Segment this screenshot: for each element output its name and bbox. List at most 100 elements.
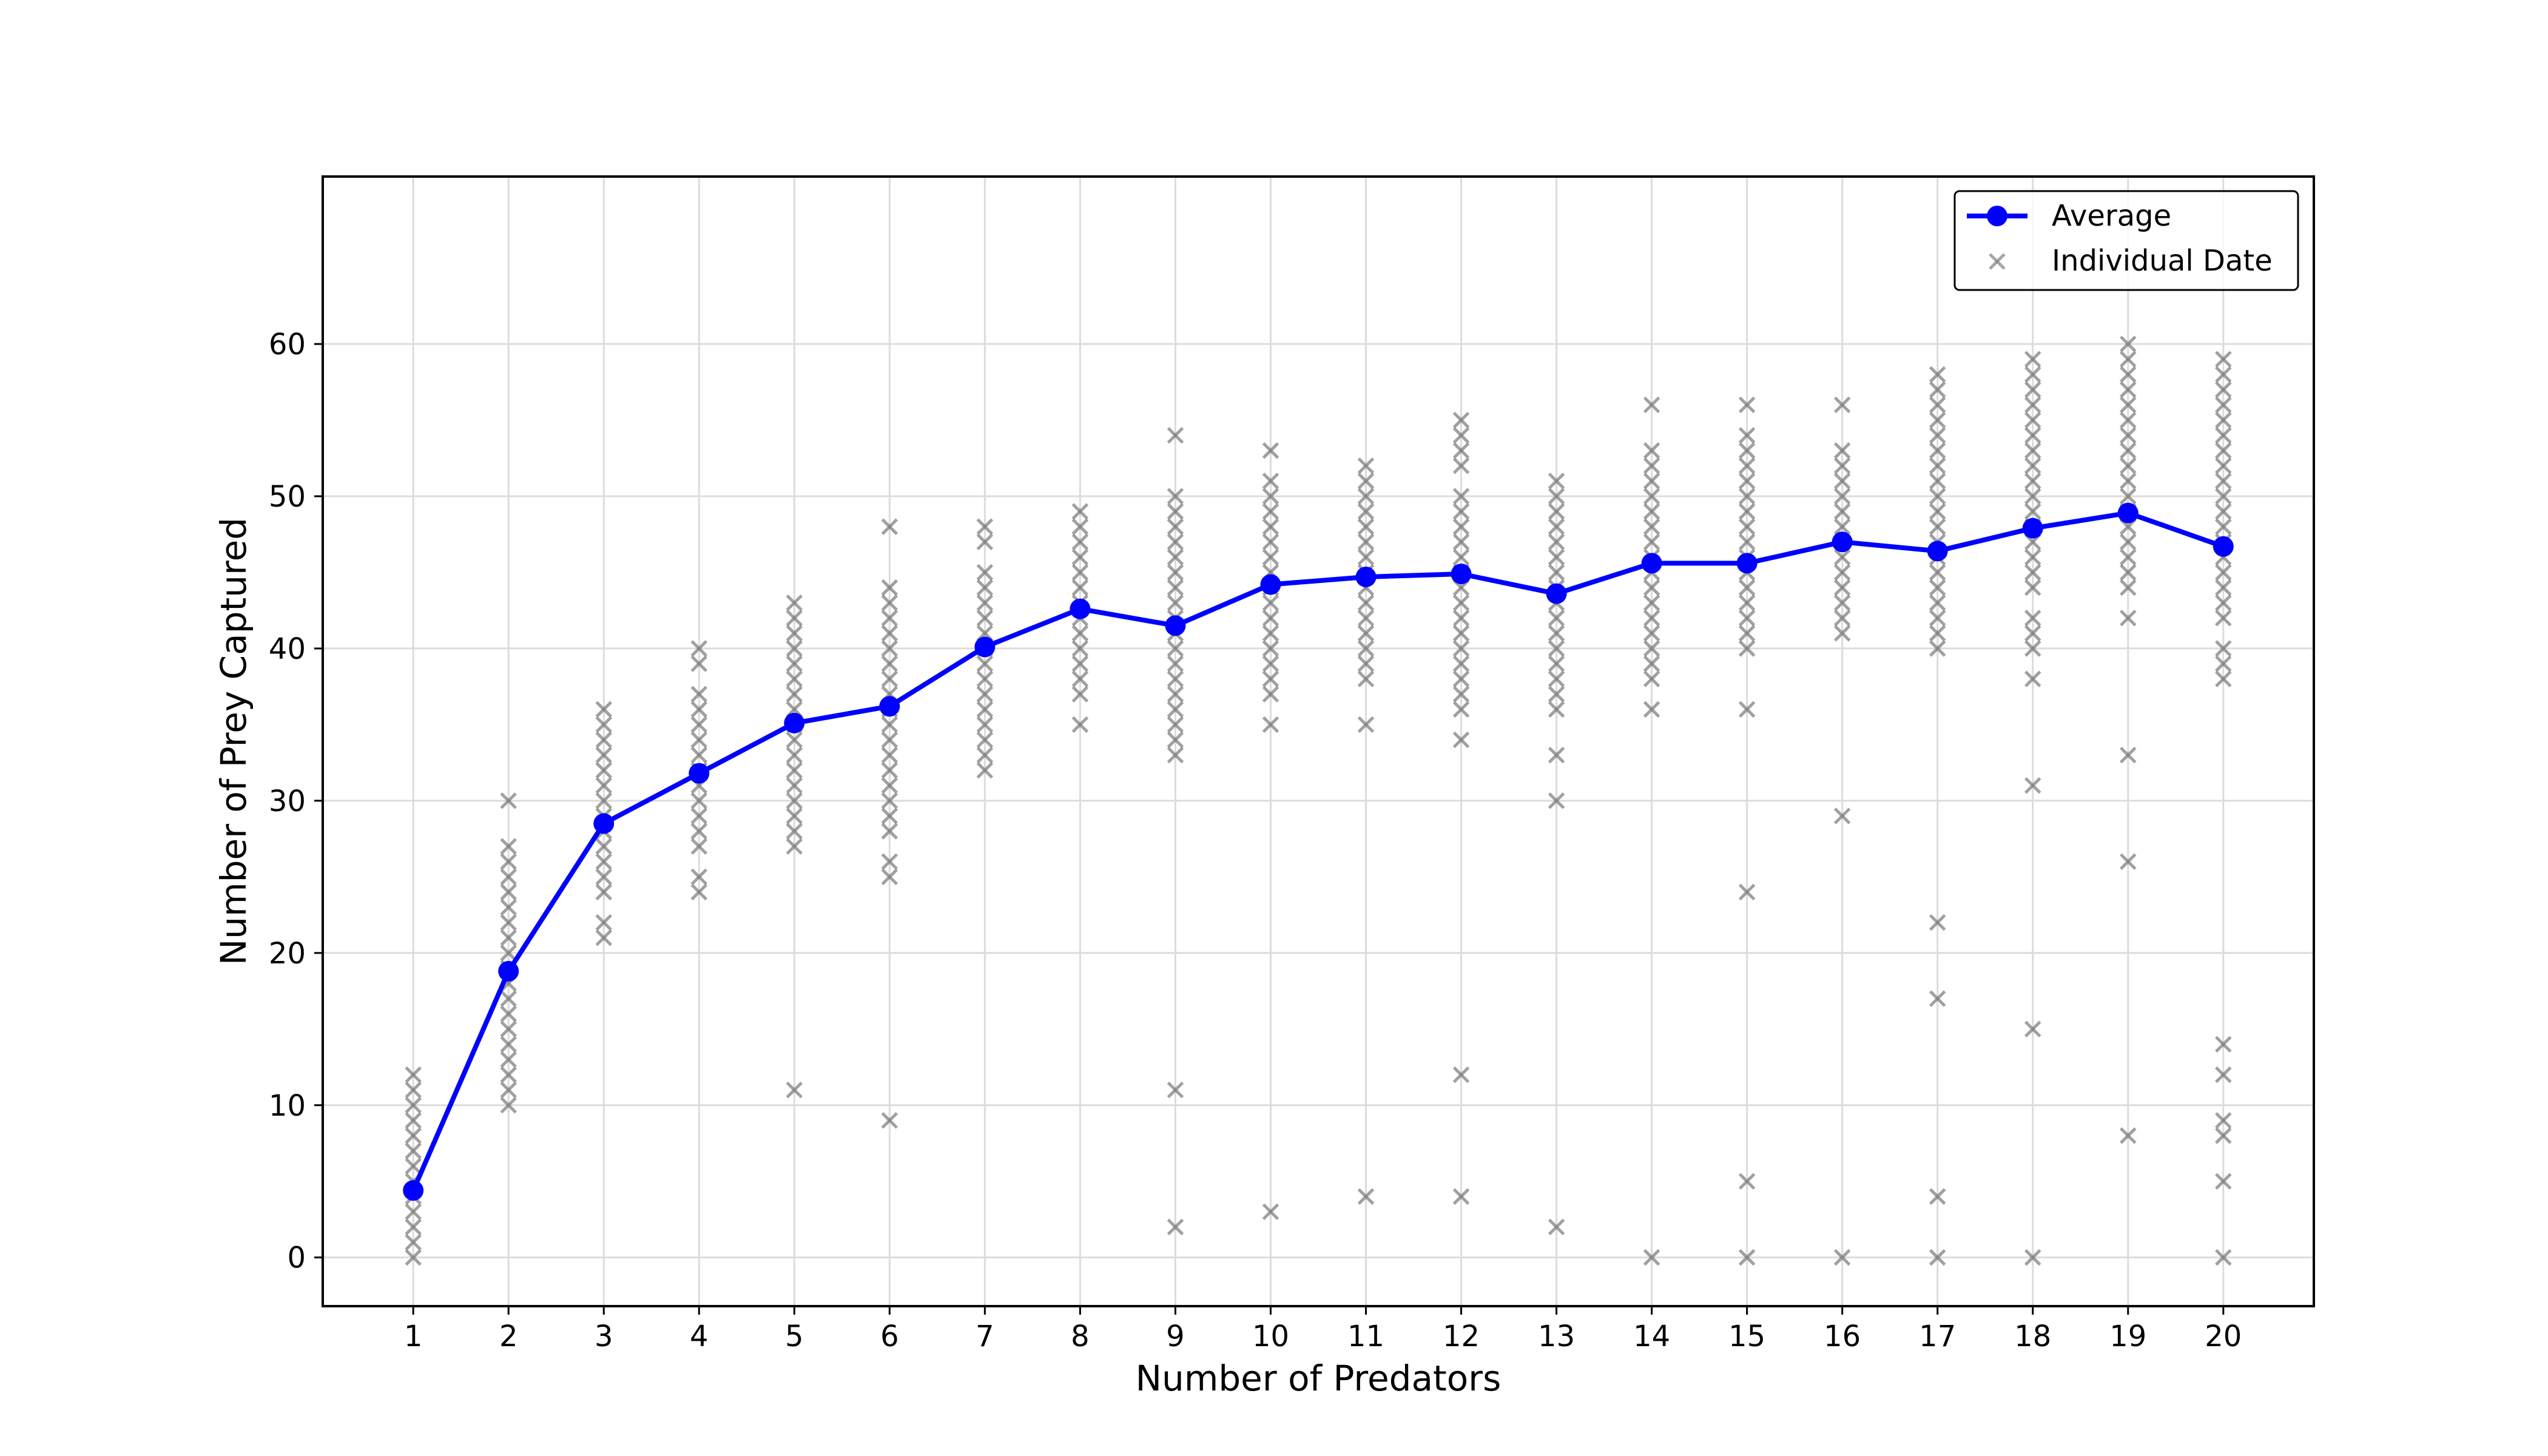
y-tick-label: 30 — [269, 784, 306, 818]
average-point — [403, 1180, 424, 1201]
individual-point — [1548, 640, 1565, 657]
legend-average-label: Average — [2052, 199, 2171, 233]
individual-point — [2120, 442, 2137, 459]
individual-point — [2215, 411, 2232, 429]
individual-point — [976, 564, 994, 581]
individual-point — [1452, 640, 1470, 657]
individual-point — [1929, 579, 1946, 596]
individual-point — [1738, 518, 1756, 535]
individual-point — [500, 883, 517, 901]
individual-point — [1548, 1218, 1565, 1236]
individual-point — [881, 807, 898, 824]
individual-point — [2215, 488, 2232, 505]
individual-point — [1738, 625, 1756, 642]
individual-point — [405, 1066, 422, 1084]
individual-point — [1357, 1188, 1375, 1205]
individual-point — [2120, 411, 2137, 429]
individual-point — [2120, 853, 2137, 871]
individual-point — [1262, 609, 1279, 627]
individual-point — [2215, 503, 2232, 520]
individual-point — [1262, 716, 1279, 733]
individual-point — [1929, 381, 1946, 399]
individual-point — [2024, 488, 2041, 505]
individual-point — [1643, 503, 1660, 520]
average-point — [2022, 517, 2043, 539]
individual-point — [881, 670, 898, 687]
average-point — [1355, 566, 1377, 587]
individual-point — [2120, 1127, 2137, 1144]
individual-point — [1452, 503, 1470, 520]
individual-point — [1071, 579, 1089, 596]
individual-point — [690, 686, 708, 703]
individual-point — [976, 655, 994, 672]
individual-point — [1548, 564, 1565, 581]
individual-point — [2024, 503, 2041, 520]
individual-point — [1452, 701, 1470, 718]
individual-point — [2120, 473, 2137, 490]
x-tick-label: 14 — [1633, 1320, 1670, 1353]
average-point — [879, 696, 900, 717]
individual-point — [500, 914, 517, 931]
individual-point — [1643, 640, 1660, 657]
individual-point — [1452, 655, 1470, 672]
individual-point — [2120, 488, 2137, 505]
y-tick-label: 50 — [269, 480, 306, 514]
y-tick-label: 20 — [269, 937, 306, 971]
x-tick-label: 8 — [1071, 1320, 1090, 1353]
individual-point — [1738, 594, 1756, 612]
individual-point — [1929, 609, 1946, 627]
individual-point — [690, 792, 708, 809]
individual-point — [1833, 457, 1851, 474]
y-axis-title: Number of Prey Captured — [213, 517, 254, 965]
individual-point — [786, 686, 803, 703]
individual-point — [786, 594, 803, 612]
individual-point — [1167, 488, 1184, 505]
individual-point — [1262, 473, 1279, 490]
individual-point — [405, 1081, 422, 1099]
individual-point — [1929, 990, 1946, 1007]
individual-point — [595, 929, 613, 946]
individual-point — [2120, 564, 2137, 581]
individual-point — [976, 746, 994, 764]
individual-point — [1929, 640, 1946, 657]
individual-point — [690, 823, 708, 840]
individual-point — [1452, 442, 1470, 459]
individual-point — [1548, 518, 1565, 535]
individual-point — [2024, 579, 2041, 596]
individual-point — [405, 1249, 422, 1266]
individual-point — [786, 625, 803, 642]
individual-point — [1738, 640, 1756, 657]
individual-point — [2120, 426, 2137, 444]
individual-point — [1738, 473, 1756, 490]
individual-point — [881, 594, 898, 612]
individual-point — [1929, 426, 1946, 444]
average-point — [1832, 531, 1853, 553]
individual-point — [690, 701, 708, 718]
individual-point — [1167, 1081, 1184, 1099]
individual-point — [500, 1066, 517, 1084]
individual-point — [1738, 426, 1756, 444]
individual-point — [1452, 670, 1470, 687]
individual-point — [1167, 594, 1184, 612]
individual-point — [1929, 503, 1946, 520]
individual-point — [1167, 640, 1184, 657]
individual-point — [881, 761, 898, 779]
individual-point — [2215, 396, 2232, 414]
individual-point — [1262, 503, 1279, 520]
individual-point — [1833, 594, 1851, 612]
average-point — [689, 763, 710, 784]
individual-point — [1833, 564, 1851, 581]
individual-point — [1929, 564, 1946, 581]
individual-point — [595, 853, 613, 871]
individual-point — [1167, 1218, 1184, 1236]
plot-area-frame — [322, 175, 2315, 1307]
individual-point — [1262, 442, 1279, 459]
individual-point — [881, 655, 898, 672]
individual-point — [786, 731, 803, 749]
average-point — [784, 712, 805, 733]
x-tick-label: 19 — [2109, 1320, 2146, 1353]
individual-point — [881, 792, 898, 809]
individual-point — [1833, 518, 1851, 535]
individual-point — [690, 640, 708, 657]
